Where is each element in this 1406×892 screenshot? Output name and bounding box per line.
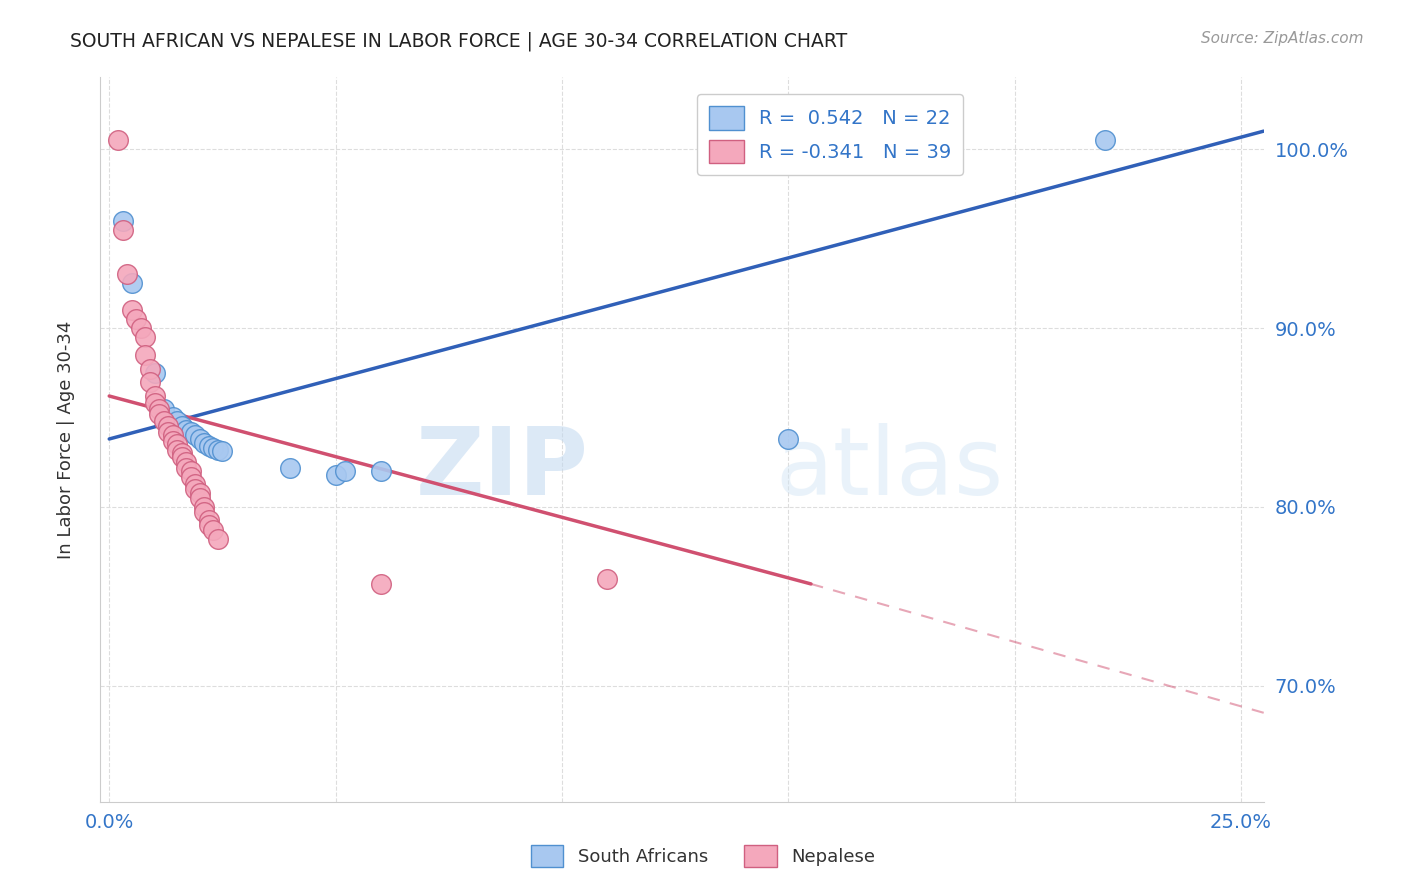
Point [202,523,225,537]
Point [198,517,221,532]
Point [166,414,188,428]
Point [148,407,170,421]
Point [170,450,193,464]
Point [211,444,233,458]
Point [139,375,162,389]
Text: ZIP: ZIP [416,423,589,515]
Point [370,577,392,591]
Point [121,303,143,318]
Y-axis label: In Labor Force | Age 30-34: In Labor Force | Age 30-34 [58,321,75,559]
Point [188,432,211,446]
Point [174,460,197,475]
Point [121,277,143,291]
Point [193,435,215,450]
Point [207,532,229,546]
Point [184,428,207,442]
Point [129,321,152,335]
Point [202,441,225,455]
Point [174,455,197,469]
Point [180,464,202,478]
Point [162,434,184,448]
Legend: R =  0.542   N = 22, R = -0.341   N = 39: R = 0.542 N = 22, R = -0.341 N = 39 [697,95,963,175]
Point [166,442,188,457]
Point [107,133,129,147]
Point [170,446,193,460]
Point [170,419,193,434]
Point [162,428,184,442]
Point [333,464,356,478]
Point [162,410,184,425]
Point [278,460,301,475]
Point [174,423,197,437]
Point [111,222,134,236]
Point [193,500,215,514]
Point [152,401,174,416]
Point [111,213,134,227]
Legend: South Africans, Nepalese: South Africans, Nepalese [523,838,883,874]
Point [184,482,207,496]
Point [184,476,207,491]
Point [778,432,800,446]
Point [1094,133,1116,147]
Point [148,401,170,416]
Text: Source: ZipAtlas.com: Source: ZipAtlas.com [1201,31,1364,46]
Text: atlas: atlas [775,423,1004,515]
Point [117,268,139,282]
Point [188,485,211,500]
Point [152,414,174,428]
Point [134,330,156,344]
Point [125,312,148,326]
Point [166,437,188,451]
Point [143,366,166,380]
Point [134,348,156,362]
Point [325,467,347,482]
Point [596,572,619,586]
Point [143,396,166,410]
Point [198,439,221,453]
Point [139,362,162,376]
Point [157,419,180,434]
Point [370,464,392,478]
Point [143,389,166,403]
Point [180,425,202,439]
Point [180,469,202,483]
Point [198,512,221,526]
Text: SOUTH AFRICAN VS NEPALESE IN LABOR FORCE | AGE 30-34 CORRELATION CHART: SOUTH AFRICAN VS NEPALESE IN LABOR FORCE… [70,31,848,51]
Point [193,505,215,519]
Point [188,491,211,505]
Point [207,442,229,457]
Point [157,425,180,439]
